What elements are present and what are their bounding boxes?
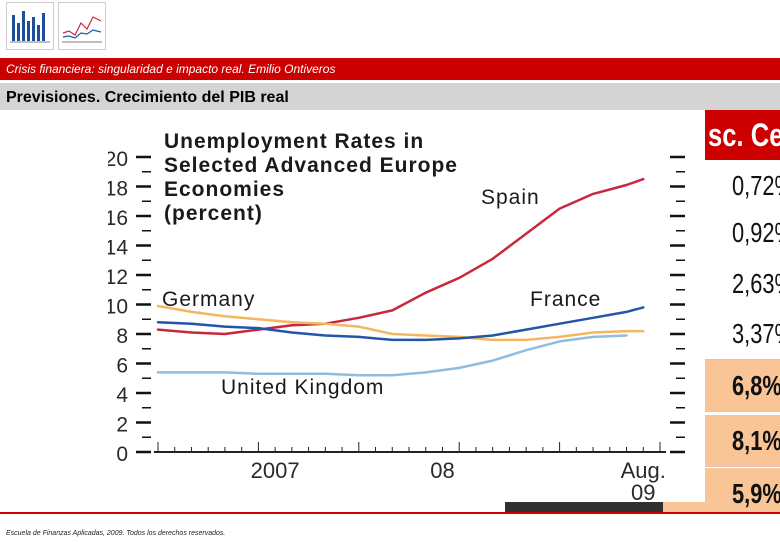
- y-tick-label: 14: [108, 237, 128, 260]
- footer: Escuela de Finanzas Aplicadas, 2009. Tod…: [0, 512, 780, 542]
- chart-title-line: Selected Advanced Europe: [164, 154, 458, 177]
- y-tick-label: 12: [108, 266, 128, 289]
- x-tick-label: 2007: [251, 458, 300, 483]
- y-tick-label: 8: [116, 325, 128, 348]
- presentation-subtitle-bar: Crisis financiera: singularidad e impact…: [0, 58, 780, 80]
- y-tick-label: 10: [108, 296, 128, 319]
- table-cell-value: 0,72%: [732, 170, 780, 201]
- table-cell-value: 5,9%: [732, 478, 780, 509]
- x-tick-label: 08: [430, 458, 454, 483]
- table-cell-value: 3,37%: [732, 318, 780, 349]
- series-label-united-kingdom: United Kingdom: [221, 376, 384, 399]
- table-cell-value: 0,92%: [732, 217, 780, 248]
- table-cell-value: 2,63%: [732, 268, 780, 299]
- thumbnail-chart-2[interactable]: [58, 2, 106, 50]
- y-tick-label: 20: [108, 148, 128, 171]
- chart-title-line: Unemployment Rates in: [164, 130, 424, 153]
- y-tick-label: 6: [116, 355, 128, 378]
- x-tick-label: 09: [631, 480, 655, 502]
- footer-copyright: Escuela de Finanzas Aplicadas, 2009. Tod…: [6, 530, 226, 537]
- y-tick-label: 18: [108, 178, 128, 201]
- series-label-spain: Spain: [481, 186, 540, 209]
- table-cell-value: 6,8%: [732, 370, 780, 401]
- y-tick-label: 0: [116, 443, 128, 466]
- chart-title-line: (percent): [164, 202, 263, 225]
- series-line-spain: [156, 177, 645, 336]
- table-cell-value: 8,1%: [732, 425, 780, 456]
- series-label-germany: Germany: [162, 288, 255, 311]
- series-line-germany: [156, 304, 645, 342]
- y-tick-label: 2: [116, 414, 128, 437]
- unemployment-chart: Unemployment Rates in Selected Advanced E…: [108, 110, 705, 502]
- x-tick-label: Aug.: [621, 458, 666, 483]
- y-tick-label: 16: [108, 207, 128, 230]
- y-tick-label: 4: [116, 384, 128, 407]
- series-line-france: [156, 306, 645, 342]
- chart-title-line: Economies: [164, 178, 285, 201]
- series-label-france: France: [530, 288, 601, 311]
- slide-title: Previsiones. Crecimiento del PIB real: [0, 83, 780, 110]
- series-line-united-kingdom: [156, 334, 628, 377]
- thumbnail-chart-1[interactable]: [6, 2, 54, 50]
- table-header-label: sc. Ce: [708, 117, 780, 153]
